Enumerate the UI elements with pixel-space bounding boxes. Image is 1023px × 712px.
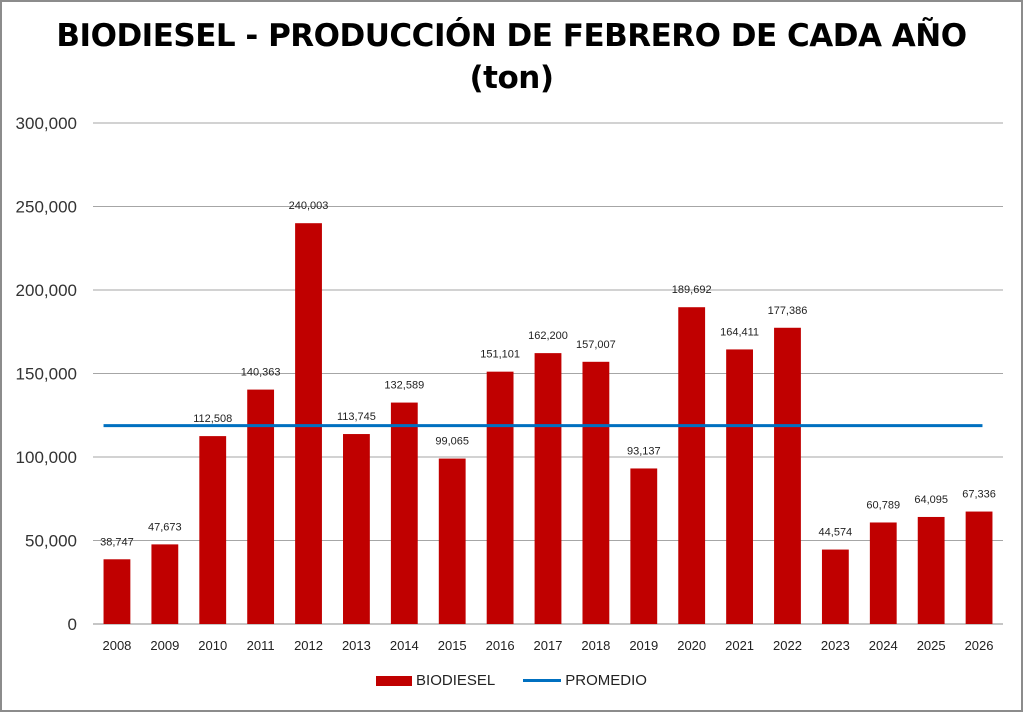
bar	[774, 327, 801, 624]
y-tick-label: 300,000	[16, 114, 77, 133]
x-axis: 2008 2009 2010 2011 2012 2013 2014 2015 2016 2017…	[102, 638, 993, 653]
data-label: 99,065	[435, 436, 469, 448]
legend-swatch-biodiesel	[376, 675, 413, 686]
bars	[103, 223, 993, 624]
data-label: 157,007	[576, 339, 616, 351]
x-tick-label: 2015	[438, 638, 467, 653]
bar	[821, 549, 849, 624]
x-tick-label: 2020	[677, 638, 706, 653]
bar	[486, 371, 514, 624]
legend-label-biodiesel: BIODIESEL	[416, 672, 496, 689]
data-label: 151,101	[480, 349, 520, 361]
y-axis: 0 50,000 100,000 150,000 200,000 250,000 300,0…	[16, 114, 77, 634]
x-tick-label: 2013	[342, 638, 371, 653]
bar	[295, 223, 322, 624]
bar	[726, 349, 753, 624]
bar	[917, 516, 945, 624]
data-label: 189,692	[672, 284, 712, 296]
x-tick-label: 2024	[869, 638, 898, 653]
data-label: 64,095	[914, 494, 948, 506]
x-tick-label: 2017	[534, 638, 563, 653]
x-tick-label: 2011	[247, 638, 275, 653]
data-label: 240,003	[289, 200, 329, 212]
data-label: 177,386	[768, 305, 808, 317]
legend: BIODIESEL PROMEDIO	[0, 672, 1023, 689]
data-label: 113,745	[337, 411, 376, 423]
bar	[390, 402, 418, 624]
bar	[438, 458, 466, 624]
data-label: 44,574	[819, 527, 853, 539]
x-tick-label: 2016	[486, 638, 515, 653]
x-tick-label: 2008	[102, 638, 131, 653]
legend-swatch-promedio	[523, 679, 562, 682]
legend-item-biodiesel: BIODIESEL	[376, 672, 495, 689]
x-tick-label: 2023	[821, 638, 850, 653]
bar	[965, 511, 993, 624]
x-tick-label: 2014	[390, 638, 419, 653]
y-tick-label: 200,000	[16, 281, 77, 300]
bar	[247, 389, 275, 624]
bar	[630, 468, 658, 624]
x-tick-label: 2019	[629, 638, 658, 653]
bar	[534, 353, 562, 624]
x-tick-label: 2018	[581, 638, 610, 653]
legend-item-promedio: PROMEDIO	[523, 672, 647, 689]
bar	[678, 307, 706, 624]
y-tick-label: 150,000	[16, 365, 77, 384]
bar	[582, 361, 610, 624]
data-label: 112,508	[193, 413, 232, 425]
chart-subtitle: (ton)	[469, 60, 554, 96]
bar	[103, 559, 131, 624]
x-tick-label: 2010	[198, 638, 227, 653]
data-label: 47,673	[148, 521, 182, 533]
y-tick-label: 0	[68, 615, 77, 634]
data-label: 60,789	[866, 499, 900, 511]
x-tick-label: 2012	[294, 638, 323, 653]
bar	[199, 436, 227, 624]
bar	[151, 544, 179, 624]
data-label: 38,747	[100, 536, 134, 548]
chart-title: BIODIESEL - PRODUCCIÓN DE FEBRERO DE CAD…	[56, 18, 967, 54]
x-tick-label: 2026	[965, 638, 994, 653]
bar	[869, 522, 897, 624]
bar	[343, 434, 370, 624]
data-label: 93,137	[627, 445, 661, 457]
data-label: 162,200	[528, 330, 568, 342]
x-tick-label: 2021	[725, 638, 754, 653]
data-label: 140,363	[241, 367, 281, 379]
data-label: 132,589	[384, 380, 424, 392]
y-tick-label: 100,000	[16, 448, 77, 467]
y-tick-label: 50,000	[25, 532, 77, 551]
data-labels: 38,747 47,673 112,508 140,363 240,003 113,745…	[100, 200, 996, 548]
x-tick-label: 2022	[773, 638, 802, 653]
x-tick-label: 2025	[917, 638, 946, 653]
x-tick-label: 2009	[150, 638, 179, 653]
data-label: 164,411	[720, 326, 759, 338]
y-tick-label: 250,000	[16, 198, 77, 217]
legend-label-promedio: PROMEDIO	[565, 672, 647, 689]
data-label: 67,336	[962, 489, 996, 501]
